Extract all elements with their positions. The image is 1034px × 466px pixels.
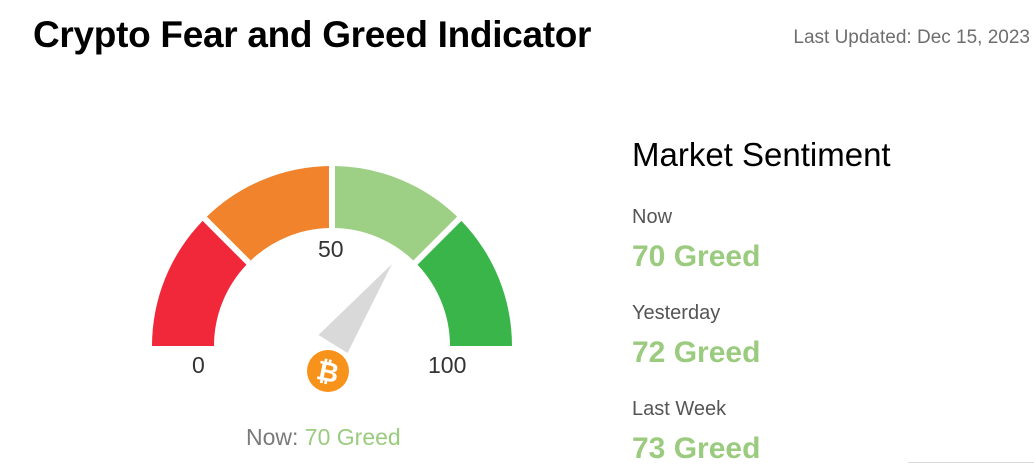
last-updated-text: Last Updated: Dec 15, 2023 [793,27,1030,48]
gauge-segment-extreme-greed [417,220,512,346]
gauge-max-label: 100 [428,352,467,378]
bitcoin-icon: ₿ [307,350,349,392]
divider [908,462,1034,463]
sentiment-last-week-value: 73 Greed [632,432,761,465]
now-value: 70 Greed [304,424,401,450]
page-title: Crypto Fear and Greed Indicator [33,14,592,55]
market-sentiment-title: Market Sentiment [632,136,891,173]
sentiment-now-value: 70 Greed [632,240,761,273]
gauge-segment-extreme-fear [152,220,247,346]
sentiment-now-label: Now [632,206,673,228]
gauge-segment-fear [206,166,330,261]
gauge-mid-label: 50 [318,236,344,262]
fear-greed-gauge: ₿ [152,166,512,392]
sentiment-yesterday-value: 72 Greed [632,336,761,369]
sentiment-last-week-label: Last Week [632,398,727,420]
gauge-min-label: 0 [192,352,205,378]
gauge-needle [318,264,392,353]
gauge-segment-greed [334,166,458,261]
sentiment-yesterday-label: Yesterday [632,302,721,324]
gauge-now-caption: Now: 70 Greed [246,424,401,451]
now-prefix: Now: [246,424,299,450]
